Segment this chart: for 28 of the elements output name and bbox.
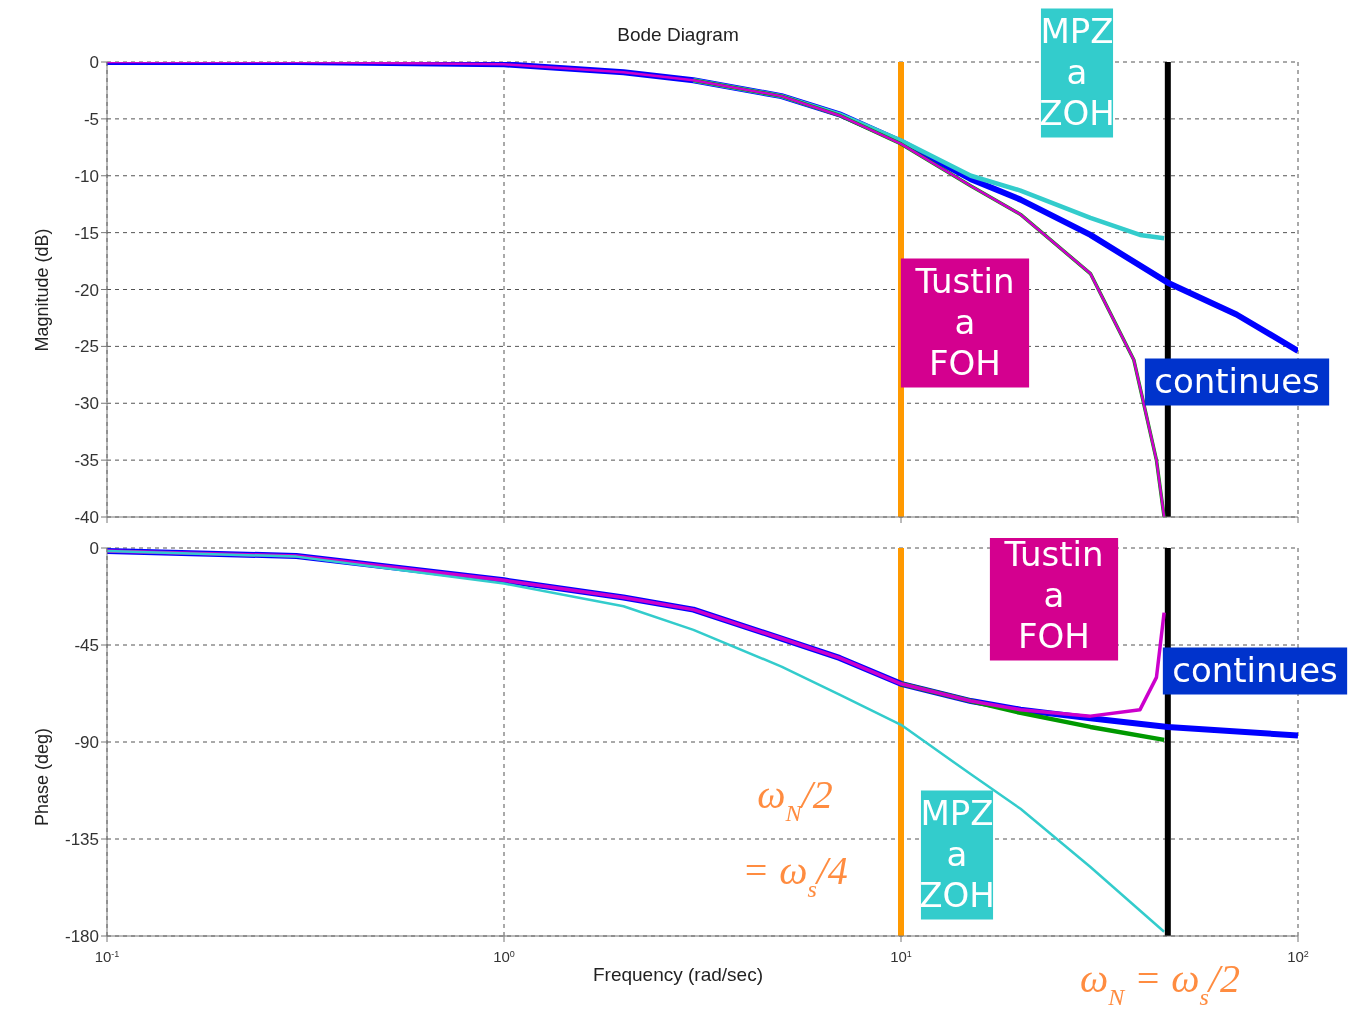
x-tick-label: 10$^{-1}$ [94, 948, 120, 965]
y-tick-label: -35 [74, 451, 99, 471]
y-tick-label: -135 [64, 830, 99, 850]
y-tick-label: -45 [74, 636, 99, 656]
y-tick-label: 0 [89, 53, 99, 73]
y-tick-label: -25 [74, 337, 99, 357]
y-tick-label: -5 [83, 109, 99, 129]
y-tick-label: -20 [74, 280, 99, 300]
annotation: ω$_{N}$/2 = ω$_{s}$/4 [742, 772, 848, 903]
x-tick-label: 10$^{0}$ [493, 948, 515, 965]
y-tick-label: -180 [64, 927, 99, 947]
text: ω$_{N}$ = ω$_{s}$/2 [1080, 956, 1240, 1011]
annotation: Tustin a FOH [914, 261, 1015, 384]
y-tick-label: 0 [89, 539, 99, 559]
annotation: continues [1172, 650, 1338, 691]
y-tick-label: -30 [74, 394, 99, 414]
y-tick-label: -40 [74, 508, 99, 528]
y-axis-title: Phase (deg) [31, 727, 53, 827]
y-tick-label: -10 [74, 166, 99, 186]
annotation: Tustin a FOH [1003, 534, 1104, 657]
y-tick-label: -15 [74, 223, 99, 243]
x-tick-label: 10$^{1}$ [890, 948, 912, 965]
y-tick-label: -90 [74, 733, 99, 753]
x-axis-title: Frequency (rad/sec) [592, 964, 763, 985]
annotation: continues [1154, 361, 1320, 402]
y-axis-title: Magnitude (dB) [31, 228, 53, 352]
chart-title: Bode Diagram [617, 24, 739, 45]
x-tick-label: 10$^{2}$ [1287, 948, 1309, 965]
